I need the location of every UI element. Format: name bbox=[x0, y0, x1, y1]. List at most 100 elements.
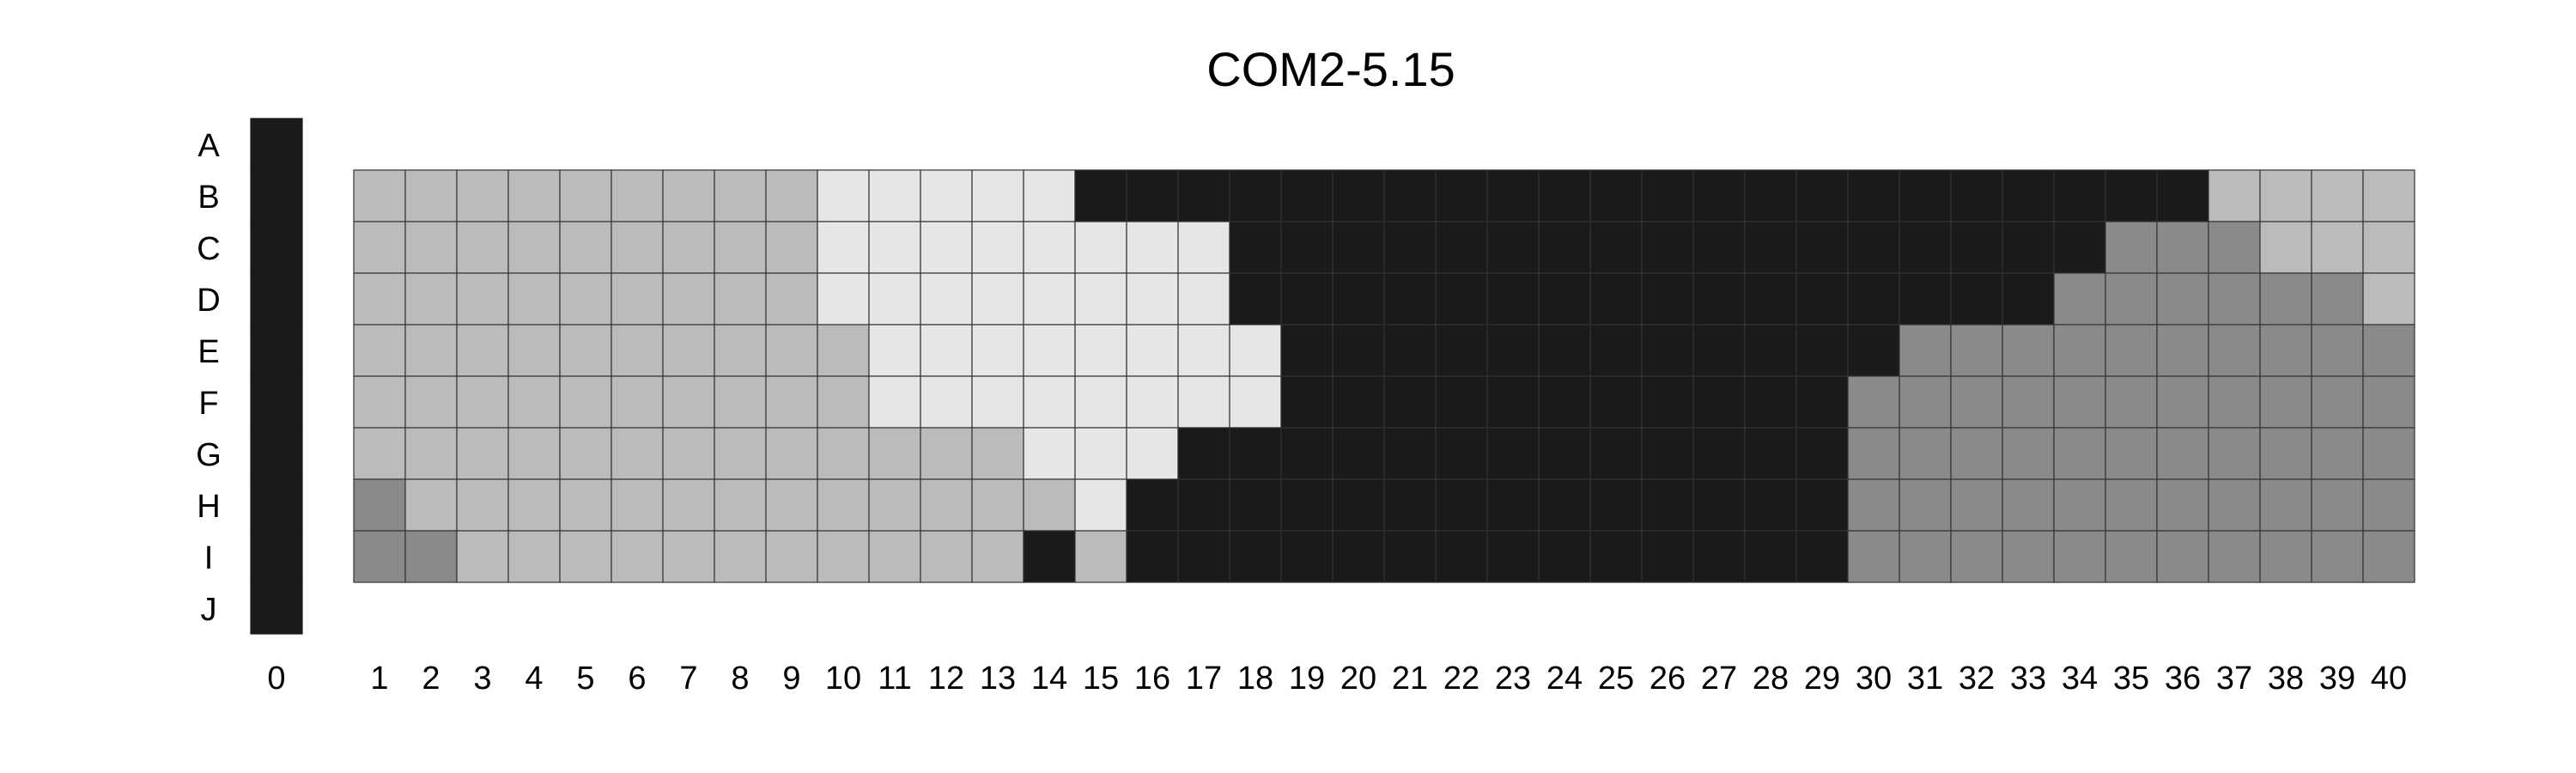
heatmap-cell-B-32 bbox=[1950, 169, 2003, 222]
heatmap-cell-G-23 bbox=[1486, 427, 1540, 480]
heatmap-cell-H-14 bbox=[1023, 478, 1076, 532]
heatmap-cell-H-39 bbox=[2311, 478, 2364, 532]
heatmap-cell-I-15 bbox=[1074, 530, 1127, 583]
heatmap-cell-G-27 bbox=[1692, 427, 1746, 480]
heatmap-cell-G-0 bbox=[250, 427, 303, 480]
heatmap-cell-B-19 bbox=[1280, 169, 1334, 222]
heatmap-cell-H-16 bbox=[1126, 478, 1179, 532]
heatmap-cell-F-30 bbox=[1847, 375, 1900, 429]
heatmap-cell-C-16 bbox=[1126, 221, 1179, 274]
heatmap-cell-C-10 bbox=[817, 221, 870, 274]
heatmap-cell-F-10 bbox=[817, 375, 870, 429]
heatmap-cell-C-31 bbox=[1899, 221, 1952, 274]
heatmap-cell-G-28 bbox=[1744, 427, 1797, 480]
heatmap-cell-D-38 bbox=[2259, 272, 2312, 326]
heatmap-cell-C-11 bbox=[868, 221, 921, 274]
heatmap-cell-E-32 bbox=[1950, 324, 2003, 377]
heatmap-cell-G-11 bbox=[868, 427, 921, 480]
column-label-8: 8 bbox=[731, 660, 749, 697]
heatmap-cell-E-15 bbox=[1074, 324, 1127, 377]
heatmap-cell-D-30 bbox=[1847, 272, 1900, 326]
heatmap-cell-I-19 bbox=[1280, 530, 1334, 583]
heatmap-cell-B-30 bbox=[1847, 169, 1900, 222]
heatmap-cell-B-12 bbox=[920, 169, 973, 222]
heatmap-cell-G-1 bbox=[353, 427, 406, 480]
heatmap-cell-F-27 bbox=[1692, 375, 1746, 429]
heatmap-cell-I-13 bbox=[971, 530, 1024, 583]
heatmap-cell-G-16 bbox=[1126, 427, 1179, 480]
heatmap-cell-E-31 bbox=[1899, 324, 1952, 377]
heatmap-cell-G-40 bbox=[2362, 427, 2415, 480]
heatmap-cell-E-30 bbox=[1847, 324, 1900, 377]
heatmap-cell-G-32 bbox=[1950, 427, 2003, 480]
column-label-0: 0 bbox=[267, 660, 285, 697]
heatmap-cell-D-7 bbox=[662, 272, 715, 326]
heatmap-cell-E-2 bbox=[404, 324, 458, 377]
heatmap-cell-D-2 bbox=[404, 272, 458, 326]
heatmap-cell-E-23 bbox=[1486, 324, 1540, 377]
heatmap-cell-F-19 bbox=[1280, 375, 1334, 429]
heatmap-cell-H-34 bbox=[2053, 478, 2106, 532]
heatmap-cell-G-12 bbox=[920, 427, 973, 480]
row-label-F: F bbox=[198, 386, 218, 422]
heatmap-cell-D-34 bbox=[2053, 272, 2106, 326]
heatmap-cell-I-0 bbox=[250, 530, 303, 583]
heatmap-cell-C-22 bbox=[1435, 221, 1488, 274]
heatmap-cell-I-12 bbox=[920, 530, 973, 583]
heatmap-cell-D-18 bbox=[1229, 272, 1282, 326]
heatmap-cell-G-5 bbox=[559, 427, 612, 480]
heatmap-cell-B-6 bbox=[611, 169, 664, 222]
heatmap-cell-F-24 bbox=[1538, 375, 1591, 429]
column-label-25: 25 bbox=[1598, 660, 1634, 697]
heatmap-cell-I-33 bbox=[2002, 530, 2055, 583]
heatmap-cell-I-36 bbox=[2156, 530, 2209, 583]
heatmap-cell-I-8 bbox=[714, 530, 767, 583]
heatmap-cell-C-19 bbox=[1280, 221, 1334, 274]
heatmap-cell-G-4 bbox=[507, 427, 561, 480]
column-label-30: 30 bbox=[1856, 660, 1892, 697]
row-label-E: E bbox=[197, 334, 219, 370]
heatmap-cell-D-35 bbox=[2105, 272, 2158, 326]
heatmap-cell-A-0 bbox=[250, 118, 303, 171]
heatmap-cell-F-40 bbox=[2362, 375, 2415, 429]
heatmap-cell-E-22 bbox=[1435, 324, 1488, 377]
heatmap-cell-F-22 bbox=[1435, 375, 1488, 429]
heatmap-cell-D-40 bbox=[2362, 272, 2415, 326]
row-label-G: G bbox=[196, 437, 222, 473]
heatmap-cell-F-28 bbox=[1744, 375, 1797, 429]
heatmap-cell-G-33 bbox=[2002, 427, 2055, 480]
heatmap-cell-C-5 bbox=[559, 221, 612, 274]
heatmap-cell-E-25 bbox=[1589, 324, 1643, 377]
heatmap-cell-E-0 bbox=[250, 324, 303, 377]
row-label-B: B bbox=[197, 180, 219, 216]
heatmap-cell-F-0 bbox=[250, 375, 303, 429]
heatmap-cell-F-38 bbox=[2259, 375, 2312, 429]
heatmap-cell-E-40 bbox=[2362, 324, 2415, 377]
heatmap-cell-H-5 bbox=[559, 478, 612, 532]
heatmap-cell-D-14 bbox=[1023, 272, 1076, 326]
column-label-4: 4 bbox=[525, 660, 543, 697]
column-label-layer: 0 1 2 3 4 5 6 7 8 9 10 11 12 13 14 15 16 17 18 19 20 21 22 23 24… bbox=[267, 660, 2407, 697]
heatmap-cell-E-29 bbox=[1795, 324, 1849, 377]
heatmap-cell-C-4 bbox=[507, 221, 561, 274]
heatmap-cell-B-18 bbox=[1229, 169, 1282, 222]
column-label-7: 7 bbox=[679, 660, 697, 697]
heatmap-cell-D-16 bbox=[1126, 272, 1179, 326]
heatmap-cell-G-31 bbox=[1899, 427, 1952, 480]
heatmap-cell-H-36 bbox=[2156, 478, 2209, 532]
heatmap-cell-G-9 bbox=[765, 427, 818, 480]
row-label-I: I bbox=[204, 540, 214, 576]
heatmap-cell-G-17 bbox=[1177, 427, 1230, 480]
heatmap-cell-E-1 bbox=[353, 324, 406, 377]
heatmap-cell-G-6 bbox=[611, 427, 664, 480]
heatmap-cell-C-29 bbox=[1795, 221, 1849, 274]
heatmap-cell-H-30 bbox=[1847, 478, 1900, 532]
column-label-40: 40 bbox=[2371, 660, 2407, 697]
heatmap-cell-H-6 bbox=[611, 478, 664, 532]
heatmap-cell-H-25 bbox=[1589, 478, 1643, 532]
heatmap-cell-B-20 bbox=[1332, 169, 1385, 222]
heatmap-cell-E-16 bbox=[1126, 324, 1179, 377]
heatmap-cell-H-22 bbox=[1435, 478, 1488, 532]
heatmap-cell-G-18 bbox=[1229, 427, 1282, 480]
heatmap-cell-E-14 bbox=[1023, 324, 1076, 377]
